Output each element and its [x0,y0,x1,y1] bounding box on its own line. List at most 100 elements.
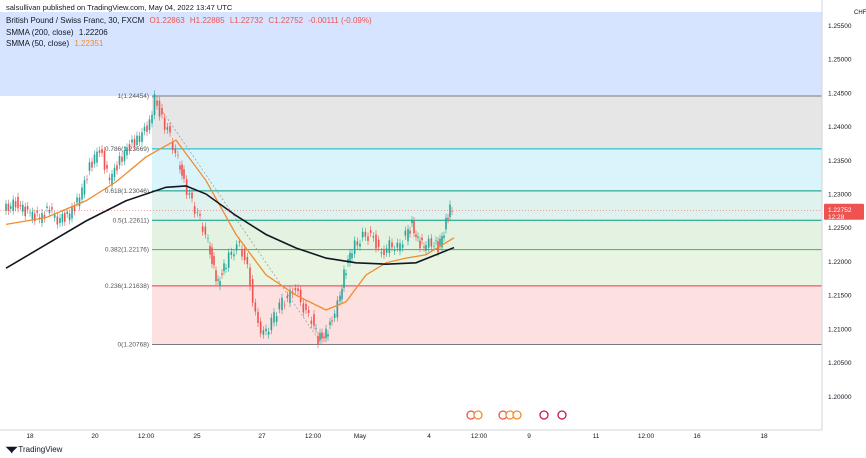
candle[interactable] [241,248,243,257]
candle[interactable] [163,118,166,130]
candle[interactable] [177,154,179,156]
candle[interactable] [146,125,148,132]
candle[interactable] [93,154,96,164]
candle[interactable] [207,238,209,240]
candle[interactable] [375,234,377,249]
candle[interactable] [43,215,46,219]
candle[interactable] [141,132,143,142]
candle[interactable] [249,267,251,287]
candle[interactable] [380,252,383,254]
candle[interactable] [299,289,302,303]
candle[interactable] [14,201,17,208]
candle[interactable] [76,197,78,203]
candle[interactable] [221,273,223,275]
candle[interactable] [17,196,19,209]
candle[interactable] [310,320,313,324]
candle[interactable] [433,246,435,247]
candle[interactable] [305,303,307,310]
candle[interactable] [278,302,281,310]
candle[interactable] [36,210,38,213]
candle[interactable] [445,217,447,230]
candle[interactable] [48,209,51,213]
candle[interactable] [230,251,233,255]
candle[interactable] [451,210,453,212]
candle[interactable] [238,241,241,243]
candle[interactable] [191,192,193,199]
candle[interactable] [372,236,375,238]
candle[interactable] [315,328,317,329]
candle[interactable] [153,94,156,116]
sma200-line[interactable] [5,185,455,269]
candle[interactable] [430,238,433,247]
candle[interactable] [425,245,427,251]
candle[interactable] [393,249,396,251]
candle[interactable] [185,179,188,195]
candle[interactable] [435,240,437,242]
candle[interactable] [34,213,36,222]
candle[interactable] [126,147,128,156]
candle[interactable] [26,206,29,210]
candle[interactable] [31,211,34,220]
candle[interactable] [246,256,249,265]
candle[interactable] [391,242,393,248]
candle[interactable] [345,273,347,276]
candle[interactable] [423,246,425,248]
candle[interactable] [319,332,321,341]
candle[interactable] [106,164,108,169]
candle[interactable] [409,230,411,234]
candle[interactable] [121,156,123,162]
candle[interactable] [5,203,7,211]
candle[interactable] [307,310,310,314]
candle[interactable] [7,203,10,211]
candle[interactable] [217,279,219,281]
event-flag-icon[interactable] [473,410,483,420]
candle[interactable] [297,288,299,292]
candle[interactable] [19,204,22,207]
sma200-legend[interactable]: SMMA (200, close) 1.22206 [6,27,111,38]
candle[interactable] [339,295,341,302]
candle[interactable] [286,295,289,299]
candle[interactable] [302,303,305,313]
candle[interactable] [204,226,207,235]
candle[interactable] [227,252,230,268]
candle[interactable] [10,206,12,209]
candle[interactable] [294,288,297,291]
candle[interactable] [108,177,111,181]
candle[interactable] [443,235,445,238]
candle[interactable] [111,173,113,186]
candle[interactable] [158,100,161,117]
candle[interactable] [83,180,86,195]
candle[interactable] [225,267,227,270]
candle[interactable] [199,213,201,216]
candle[interactable] [136,135,138,146]
candle[interactable] [209,245,211,255]
candle[interactable] [351,253,353,259]
candle[interactable] [349,252,351,263]
candle[interactable] [56,216,59,225]
candle[interactable] [128,144,131,151]
candle[interactable] [329,321,331,326]
candle[interactable] [138,135,141,143]
candle[interactable] [131,139,133,143]
candle[interactable] [262,330,265,335]
candle[interactable] [251,279,254,303]
sma50-line[interactable] [5,139,455,311]
candle[interactable] [51,207,53,210]
candle[interactable] [407,228,409,242]
candle[interactable] [441,236,443,248]
candle[interactable] [101,149,103,153]
candle[interactable] [22,204,24,212]
candle[interactable] [68,213,71,221]
event-flag-icon[interactable] [539,410,549,420]
candle[interactable] [404,230,407,236]
candle[interactable] [118,155,121,166]
candle[interactable] [343,269,345,288]
candle[interactable] [361,231,364,238]
candle[interactable] [73,206,76,212]
candle[interactable] [323,336,325,339]
candle[interactable] [233,254,235,257]
candle[interactable] [243,248,246,261]
candle[interactable] [388,240,391,253]
candle[interactable] [81,187,83,200]
